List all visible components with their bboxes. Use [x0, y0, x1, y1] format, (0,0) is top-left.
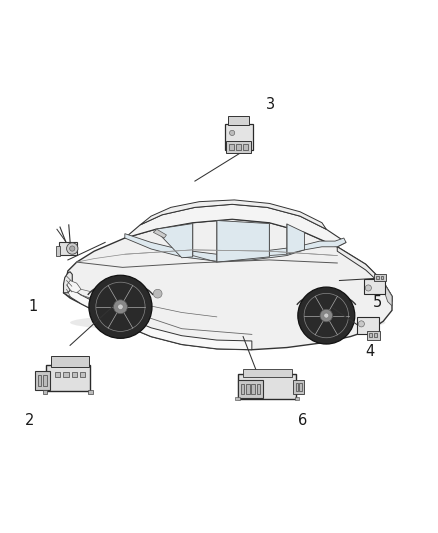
Text: 4: 4 — [365, 344, 375, 359]
Bar — [55, 372, 60, 377]
Polygon shape — [287, 224, 304, 254]
Circle shape — [118, 304, 123, 310]
Bar — [376, 276, 379, 279]
Bar — [374, 334, 377, 337]
Polygon shape — [64, 284, 252, 350]
Bar — [241, 384, 244, 394]
Polygon shape — [125, 233, 304, 261]
Bar — [295, 397, 299, 400]
Bar — [43, 390, 47, 393]
FancyBboxPatch shape — [226, 141, 251, 153]
FancyBboxPatch shape — [374, 273, 386, 281]
FancyBboxPatch shape — [293, 379, 304, 394]
Bar — [38, 375, 42, 385]
Circle shape — [113, 300, 127, 314]
Circle shape — [324, 313, 329, 318]
Polygon shape — [217, 221, 269, 262]
Text: 1: 1 — [28, 300, 38, 314]
FancyBboxPatch shape — [56, 246, 60, 256]
Polygon shape — [64, 272, 72, 293]
Text: 6: 6 — [298, 413, 308, 428]
Bar — [369, 334, 372, 337]
FancyBboxPatch shape — [229, 116, 249, 125]
Bar — [235, 397, 240, 400]
Polygon shape — [155, 223, 193, 258]
Bar — [237, 144, 241, 150]
Bar — [381, 276, 383, 279]
Bar — [230, 144, 234, 150]
Bar — [246, 384, 250, 394]
Polygon shape — [140, 200, 326, 229]
Text: 3: 3 — [266, 97, 275, 112]
Circle shape — [358, 321, 364, 327]
Polygon shape — [383, 282, 392, 306]
Bar — [71, 372, 77, 377]
Circle shape — [67, 243, 78, 254]
Ellipse shape — [70, 313, 385, 333]
Bar — [80, 372, 85, 377]
Polygon shape — [125, 204, 346, 247]
FancyBboxPatch shape — [46, 365, 90, 391]
FancyBboxPatch shape — [238, 380, 263, 398]
Circle shape — [70, 246, 75, 251]
Bar — [244, 144, 248, 150]
Bar — [257, 384, 260, 394]
Bar — [88, 390, 93, 393]
FancyBboxPatch shape — [238, 375, 296, 399]
Polygon shape — [64, 219, 392, 350]
FancyBboxPatch shape — [364, 279, 385, 294]
FancyBboxPatch shape — [59, 242, 77, 255]
Bar — [296, 383, 298, 391]
Circle shape — [153, 289, 162, 298]
Bar — [251, 384, 255, 394]
FancyBboxPatch shape — [243, 368, 292, 377]
Polygon shape — [67, 280, 81, 293]
Bar — [299, 383, 302, 391]
Bar — [63, 372, 69, 377]
Text: 5: 5 — [373, 295, 382, 310]
Circle shape — [320, 309, 332, 322]
Circle shape — [89, 275, 152, 338]
Text: 2: 2 — [25, 413, 35, 428]
Polygon shape — [337, 247, 392, 302]
Polygon shape — [153, 229, 166, 238]
Polygon shape — [302, 238, 346, 250]
Circle shape — [298, 287, 355, 344]
FancyBboxPatch shape — [357, 317, 379, 334]
Bar — [43, 375, 47, 385]
FancyBboxPatch shape — [225, 124, 253, 150]
FancyBboxPatch shape — [367, 331, 380, 340]
Circle shape — [230, 130, 235, 135]
FancyBboxPatch shape — [51, 356, 89, 367]
Circle shape — [365, 285, 371, 291]
FancyBboxPatch shape — [35, 371, 50, 390]
